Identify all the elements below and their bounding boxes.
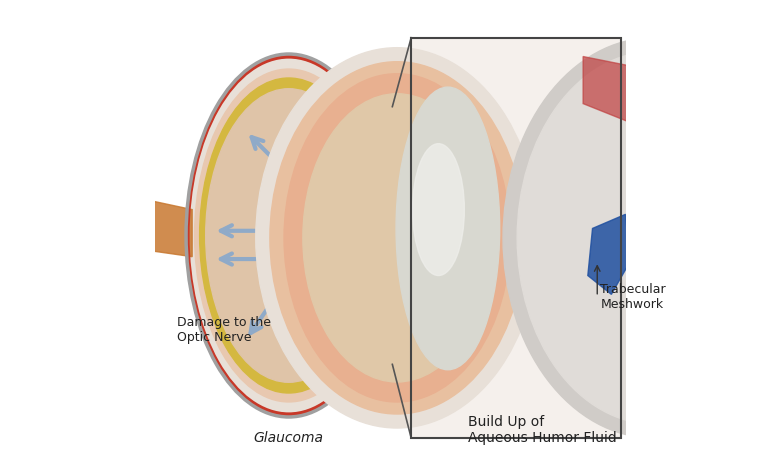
Ellipse shape	[194, 69, 383, 402]
Ellipse shape	[503, 38, 780, 438]
Polygon shape	[583, 57, 630, 122]
Text: Glaucoma: Glaucoma	[254, 431, 324, 445]
Bar	[411, 38, 621, 438]
Text: PRESSURE: PRESSURE	[293, 142, 322, 320]
Ellipse shape	[303, 193, 336, 250]
Ellipse shape	[256, 48, 538, 428]
Ellipse shape	[200, 78, 378, 393]
Ellipse shape	[284, 73, 510, 402]
Ellipse shape	[413, 144, 464, 276]
Ellipse shape	[517, 52, 780, 424]
Bar	[411, 38, 621, 438]
Ellipse shape	[187, 57, 390, 414]
Ellipse shape	[206, 89, 372, 382]
Ellipse shape	[270, 62, 524, 414]
Ellipse shape	[303, 94, 491, 382]
Ellipse shape	[396, 87, 500, 370]
Ellipse shape	[289, 174, 360, 297]
Text: Trabecular
Meshwork: Trabecular Meshwork	[600, 283, 665, 311]
Polygon shape	[126, 195, 192, 257]
Text: Build Up of
Aqueous Humor Fluid: Build Up of Aqueous Humor Fluid	[468, 415, 616, 445]
Text: Damage to the
Optic Nerve: Damage to the Optic Nerve	[177, 316, 271, 344]
Bar	[326, 106, 392, 365]
Polygon shape	[588, 214, 630, 294]
